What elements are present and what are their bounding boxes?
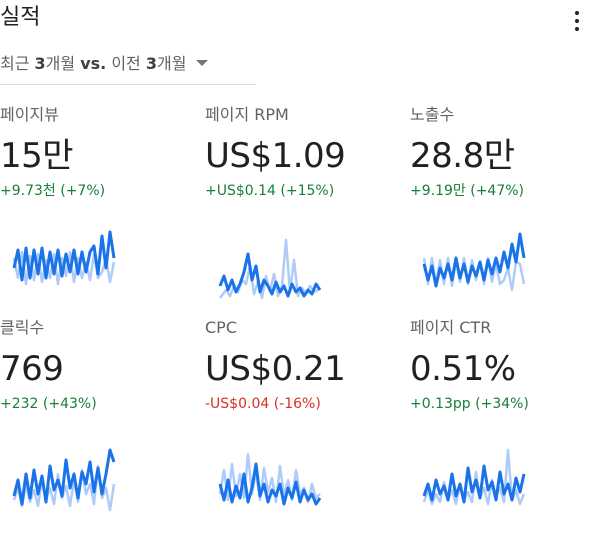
sparkline-current bbox=[12, 448, 116, 506]
sparkline-page-rpm bbox=[218, 238, 322, 300]
sparkline-page-ctr bbox=[422, 448, 526, 506]
metric-change: +US$0.14 (+15%) bbox=[205, 183, 335, 199]
sparkline-current bbox=[218, 462, 322, 506]
metric-change: +232 (+43%) bbox=[0, 396, 97, 412]
period-prefix: 최근 bbox=[0, 54, 35, 73]
period-divider bbox=[0, 84, 256, 85]
metric-change: -US$0.04 (-16%) bbox=[205, 396, 321, 412]
metric-label: 클릭수 bbox=[0, 318, 45, 337]
sparkline-pageviews bbox=[12, 230, 116, 286]
metric-change: +0.13pp (+34%) bbox=[410, 396, 529, 412]
sparkline-current bbox=[422, 464, 526, 504]
metric-value: 28.8만 bbox=[410, 136, 515, 176]
period-current-unit: 개월 bbox=[45, 54, 81, 73]
period-prev-num: 3 bbox=[145, 54, 157, 73]
metric-page-rpm[interactable]: 페이지 RPM US$1.09 +US$0.14 (+15%) bbox=[205, 104, 395, 200]
period-vs: vs. bbox=[80, 54, 107, 73]
metric-pageviews[interactable]: 페이지뷰 15만 +9.73천 (+7%) bbox=[0, 104, 190, 200]
metric-value: US$1.09 bbox=[205, 136, 346, 176]
period-mid: 이전 bbox=[106, 54, 146, 73]
metric-label: 노출수 bbox=[410, 105, 455, 124]
sparkline-impressions bbox=[422, 232, 526, 292]
period-prev-unit: 개월 bbox=[157, 54, 187, 73]
metric-value: 769 bbox=[0, 349, 64, 389]
metric-label: CPC bbox=[205, 318, 237, 337]
sparkline-current bbox=[422, 232, 526, 288]
more-vert-icon[interactable] bbox=[568, 7, 586, 35]
metric-value: US$0.21 bbox=[205, 349, 346, 389]
sparkline-previous bbox=[422, 448, 526, 506]
metric-page-ctr[interactable]: 페이지 CTR 0.51% +0.13pp (+34%) bbox=[410, 317, 597, 413]
sparkline-current bbox=[12, 230, 116, 282]
arrow-drop-down-icon[interactable] bbox=[196, 59, 209, 66]
metric-label: 페이지 RPM bbox=[205, 105, 289, 124]
sparkline-current bbox=[218, 252, 322, 298]
sparkline-clicks bbox=[12, 448, 116, 512]
metric-change: +9.19만 (+47%) bbox=[410, 183, 525, 199]
metric-label: 페이지뷰 bbox=[0, 105, 59, 124]
sparkline-cpc bbox=[218, 452, 322, 506]
metric-cpc[interactable]: CPC US$0.21 -US$0.04 (-16%) bbox=[205, 317, 395, 413]
metric-change: +9.73천 (+7%) bbox=[0, 183, 106, 199]
metric-label: 페이지 CTR bbox=[410, 318, 492, 337]
period-selector[interactable]: 최근 3개월 vs. 이전 3개월 bbox=[0, 50, 209, 73]
page-title: 실적 bbox=[0, 5, 41, 30]
metric-value: 0.51% bbox=[410, 349, 516, 389]
metric-value: 15만 bbox=[0, 136, 74, 176]
metric-clicks[interactable]: 클릭수 769 +232 (+43%) bbox=[0, 317, 190, 413]
period-current-num: 3 bbox=[34, 54, 46, 73]
metric-impressions[interactable]: 노출수 28.8만 +9.19만 (+47%) bbox=[410, 104, 597, 200]
